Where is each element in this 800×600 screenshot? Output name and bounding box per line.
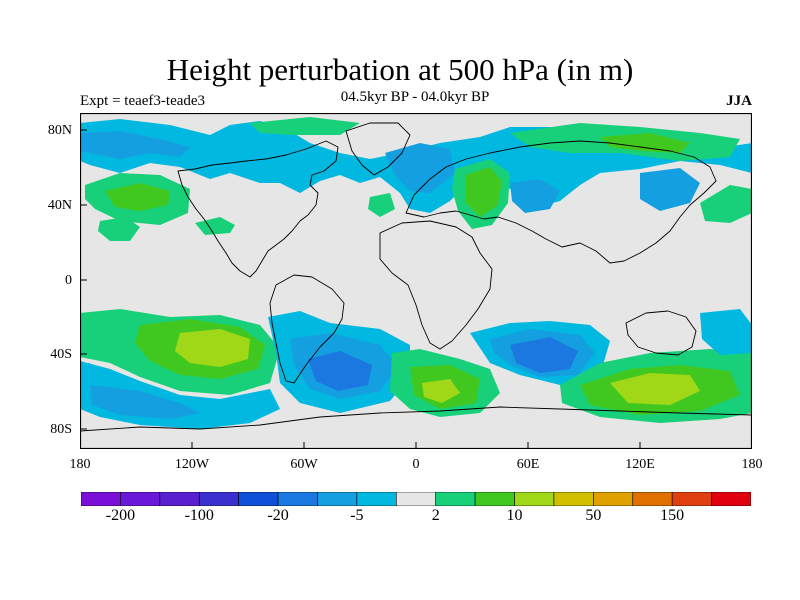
- anomaly-region: [98, 217, 140, 241]
- x-tick-marks: [80, 442, 752, 449]
- south-america-outline: [269, 274, 345, 384]
- color-bar-label: 150: [660, 507, 685, 524]
- anomaly-region: [600, 133, 690, 153]
- season-label: JJA: [726, 93, 752, 109]
- eurasia-outline: [405, 140, 717, 264]
- color-bar-swatch: [317, 492, 358, 506]
- x-tick-label: 60W: [290, 457, 318, 472]
- anomaly-region: [385, 143, 455, 193]
- y-tick-label: 80S: [50, 422, 72, 437]
- color-bar-swatch: [238, 492, 279, 506]
- color-bar-swatch: [159, 492, 200, 506]
- color-bar-label: 2: [431, 507, 440, 524]
- color-bar-swatch: [593, 492, 634, 506]
- anomaly-region: [465, 167, 502, 217]
- color-bar-swatch: [277, 492, 318, 506]
- anomaly-region: [700, 309, 752, 355]
- color-bar-label: -20: [267, 507, 289, 524]
- anomaly-fills: [80, 117, 752, 429]
- y-tick-label: 0: [65, 273, 72, 288]
- anomaly-region: [250, 117, 360, 135]
- anomaly-region: [368, 193, 395, 217]
- color-bar-label: -5: [350, 507, 364, 524]
- greenland-outline: [345, 122, 411, 176]
- color-bar-swatch: [395, 492, 437, 506]
- color-bar-swatch: [81, 492, 121, 506]
- x-tick-label: 60E: [516, 457, 540, 472]
- anomaly-region: [510, 337, 578, 373]
- x-tick-label: 180: [69, 457, 91, 472]
- anomaly-region: [175, 329, 250, 367]
- experiment-label: Expt = teaef3-teade3: [80, 93, 206, 109]
- anomaly-region: [610, 373, 700, 405]
- anomaly-region: [308, 351, 372, 391]
- anomaly-region: [700, 185, 752, 223]
- australia-outline: [625, 310, 697, 356]
- anomaly-region: [80, 131, 190, 159]
- africa-outline: [379, 220, 493, 350]
- color-bar-swatch: [711, 492, 751, 506]
- color-bar-label: -100: [184, 507, 214, 524]
- color-bar-swatch: [474, 492, 515, 506]
- color-bar-swatch: [553, 492, 594, 506]
- anomaly-region: [640, 168, 700, 211]
- x-tick-label: 120E: [625, 457, 655, 472]
- y-tick-label: 40N: [47, 198, 72, 213]
- y-tick-label: 80N: [47, 123, 72, 138]
- color-bar: [81, 492, 751, 506]
- color-bar-swatch: [671, 492, 712, 506]
- anomaly-region: [90, 385, 200, 419]
- y-tick-marks: [80, 129, 87, 430]
- color-bar-swatch: [120, 492, 161, 506]
- map-canvas: [80, 113, 752, 449]
- coastlines: [80, 122, 752, 432]
- x-tick-label: 180: [741, 457, 763, 472]
- color-bar-swatch: [356, 492, 397, 506]
- anomaly-region: [195, 217, 235, 235]
- color-bar-swatch: [632, 492, 673, 506]
- anomaly-region: [422, 379, 460, 403]
- antarctica-outline: [80, 406, 752, 432]
- color-bar-label: -200: [105, 507, 136, 524]
- period-label: 04.5kyr BP - 04.0kyr BP: [340, 89, 490, 105]
- map-plot: [80, 113, 752, 449]
- north-america-outline: [177, 140, 339, 278]
- anomaly-region: [80, 363, 92, 385]
- plot-title: Height perturbation at 500 hPa (in m): [166, 52, 634, 87]
- color-bar-label: 50: [585, 507, 602, 524]
- x-tick-label: 120W: [174, 457, 210, 472]
- color-bar-label: 10: [506, 507, 523, 524]
- color-bar-swatch: [198, 492, 239, 506]
- color-bar-swatch: [514, 492, 555, 506]
- x-tick-label: 0: [412, 457, 420, 472]
- anomaly-region: [105, 183, 170, 211]
- y-tick-label: 40S: [50, 347, 72, 362]
- color-bar-swatch: [435, 492, 476, 506]
- anomaly-region: [510, 179, 560, 213]
